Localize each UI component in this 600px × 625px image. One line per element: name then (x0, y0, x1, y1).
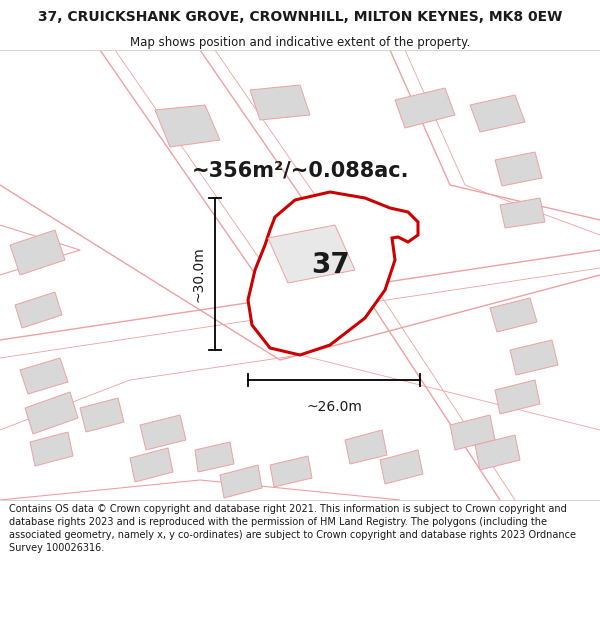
Polygon shape (15, 292, 62, 328)
Polygon shape (510, 340, 558, 375)
Polygon shape (140, 415, 186, 450)
Polygon shape (80, 398, 124, 432)
Text: ~356m²/~0.088ac.: ~356m²/~0.088ac. (191, 160, 409, 180)
Polygon shape (25, 392, 78, 434)
Polygon shape (155, 105, 220, 147)
Text: 37: 37 (311, 251, 349, 279)
Text: 37, CRUICKSHANK GROVE, CROWNHILL, MILTON KEYNES, MK8 0EW: 37, CRUICKSHANK GROVE, CROWNHILL, MILTON… (38, 10, 562, 24)
Polygon shape (380, 450, 423, 484)
Text: Map shows position and indicative extent of the property.: Map shows position and indicative extent… (130, 36, 470, 49)
Text: ~30.0m: ~30.0m (192, 246, 206, 302)
Polygon shape (495, 152, 542, 186)
Polygon shape (270, 456, 312, 487)
Polygon shape (470, 95, 525, 132)
Polygon shape (495, 380, 540, 414)
Polygon shape (250, 85, 310, 120)
Polygon shape (130, 448, 173, 482)
Text: ~26.0m: ~26.0m (306, 400, 362, 414)
Polygon shape (500, 198, 545, 228)
Polygon shape (475, 435, 520, 470)
Text: Contains OS data © Crown copyright and database right 2021. This information is : Contains OS data © Crown copyright and d… (9, 504, 576, 553)
Polygon shape (490, 298, 537, 332)
Polygon shape (450, 415, 495, 450)
Polygon shape (10, 230, 65, 275)
Polygon shape (248, 192, 418, 355)
Polygon shape (268, 225, 355, 283)
Polygon shape (220, 465, 262, 498)
Polygon shape (20, 358, 68, 394)
Polygon shape (195, 442, 234, 472)
Polygon shape (395, 88, 455, 128)
Polygon shape (30, 432, 73, 466)
Polygon shape (345, 430, 387, 464)
